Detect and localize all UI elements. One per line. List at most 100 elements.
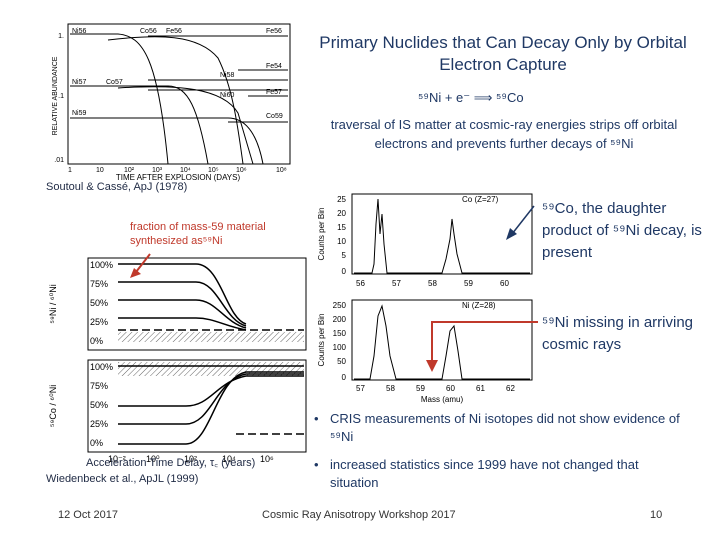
- curve-ni56: [70, 33, 169, 165]
- delay-pct: 75%: [90, 279, 108, 289]
- co-ytick: 20: [337, 209, 346, 218]
- co-ytick: 10: [337, 237, 346, 246]
- abundance-ytick: 1.: [58, 33, 64, 40]
- delay-pct: 100%: [90, 362, 113, 372]
- abundance-label: Ni58: [220, 72, 235, 79]
- co-note: ⁵⁹Co, the daughter product of ⁵⁹Ni decay…: [542, 200, 702, 261]
- footer-event: Cosmic Ray Anisotropy Workshop 2017: [262, 509, 456, 521]
- abundance-label: Fe54: [266, 63, 282, 70]
- abundance-label: Fe56: [166, 28, 182, 35]
- abundance-xtick: 10⁴: [180, 167, 191, 174]
- fraction-arrow-head: [130, 268, 141, 278]
- delay-pct: 25%: [90, 317, 108, 327]
- ni-ytick: 150: [333, 329, 347, 338]
- co-xtick: 58: [428, 279, 437, 288]
- delay-pct: 100%: [90, 260, 113, 270]
- ni-ytick: 50: [337, 357, 346, 366]
- co-hist-ylabel: Counts per Bin: [317, 208, 326, 261]
- abundance-ytick: .01: [54, 157, 64, 164]
- ni-xtick: 57: [356, 384, 365, 393]
- co-hist-tag: Co (Z=27): [462, 195, 499, 204]
- ni-xtick: 58: [386, 384, 395, 393]
- reference-top: Soutoul & Cassé, ApJ (1978): [46, 181, 188, 193]
- abundance-plot-frame: [67, 23, 291, 165]
- ni-xtick: 62: [506, 384, 515, 393]
- co-xtick: 60: [500, 279, 509, 288]
- bullet-text: CRIS measurements of Ni isotopes did not…: [330, 411, 680, 444]
- delay-curve: [118, 375, 304, 407]
- delay-curve: [118, 263, 247, 325]
- abundance-ylabel: RELATIVE ABUNDANCE: [52, 56, 59, 135]
- footer-date: 12 Oct 2017: [58, 509, 118, 521]
- reaction-equation: ⁵⁹Ni + e⁻ ⟹ ⁵⁹Co: [418, 90, 524, 105]
- abundance-label: Co59: [266, 113, 283, 120]
- abundance-xtick: 10³: [152, 167, 163, 174]
- delay-top-panel: [87, 257, 307, 351]
- delay-pct: 50%: [90, 298, 108, 308]
- abundance-xtick: 10: [96, 167, 104, 174]
- delay-curve: [118, 299, 247, 329]
- ni-hist-ylabel: Counts per Bin: [317, 314, 326, 367]
- bullet-marker: •: [314, 457, 319, 472]
- ni-histogram: Counts per Bin Ni (Z=28) 250 200 150 100…: [317, 299, 538, 404]
- ni-ytick: 250: [333, 301, 347, 310]
- ni-hist-frame: [351, 299, 533, 381]
- ni-xtick: 61: [476, 384, 485, 393]
- co-ytick: 25: [337, 195, 346, 204]
- abundance-ytick: .1: [58, 93, 64, 100]
- delay-pct: 25%: [90, 419, 108, 429]
- curve-co56: [107, 36, 244, 165]
- abundance-xlabel: TIME AFTER EXPLOSION (DAYS): [116, 173, 241, 182]
- delay-hatched-band: [118, 332, 304, 342]
- delay-curve: [118, 371, 304, 445]
- delay-curve: [118, 373, 304, 425]
- curve-co57: [117, 86, 254, 165]
- curve-ni59: [70, 117, 264, 165]
- ni-xtick: 60: [446, 384, 455, 393]
- slide-title: Primary Nuclides that Can Decay Only by …: [319, 33, 687, 74]
- ni-ytick: 100: [333, 343, 347, 352]
- footer-page-number: 10: [650, 509, 663, 521]
- co-xtick: 57: [392, 279, 401, 288]
- abundance-xtick: 10⁸: [276, 167, 287, 174]
- abundance-plot: RELATIVE ABUNDANCE TIME AFTER EXPLOSION …: [52, 23, 291, 182]
- ni-arrow-head: [426, 360, 438, 372]
- delay-xtick: 10⁴: [222, 454, 236, 464]
- delay-xtick: 10⁶: [260, 454, 274, 464]
- curve-ni57: [70, 85, 209, 165]
- delay-xtick: 10²: [184, 454, 197, 464]
- delay-ylabel-top: ⁵⁹Ni / ⁶⁰Ni: [48, 284, 58, 323]
- abundance-label: Ni60: [220, 92, 235, 99]
- abundance-label: Co57: [106, 79, 123, 86]
- ni-hist-line: [354, 304, 530, 380]
- abundance-xtick: 10⁵: [208, 167, 219, 174]
- co-hist-frame: [351, 193, 533, 275]
- delay-xtick: 10⁻²: [108, 454, 126, 464]
- abundance-xtick: 10⁶: [236, 167, 247, 174]
- abundance-xtick: 10²: [124, 167, 135, 174]
- ni-hist-tag: Ni (Z=28): [462, 301, 496, 310]
- abundance-label: Fe57: [266, 89, 282, 96]
- delay-xlabel: Acceleration Time Delay, τ꜀ (years): [86, 457, 256, 469]
- ni-arrow: [431, 321, 538, 362]
- reference-bottom: Wiedenbeck et al., ApJL (1999): [46, 473, 199, 485]
- co-ytick: 5: [342, 251, 347, 260]
- ni-ytick: 200: [333, 315, 347, 324]
- delay-pct: 75%: [90, 381, 108, 391]
- co-hist-line: [354, 198, 530, 274]
- delay-xtick: 10⁰: [146, 454, 160, 464]
- ni-xtick: 59: [416, 384, 425, 393]
- bullet-text: increased statistics since 1999 have not…: [330, 457, 639, 490]
- delay-curve: [118, 281, 247, 327]
- abundance-label: Fe56: [266, 28, 282, 35]
- co-xtick: 56: [356, 279, 365, 288]
- delay-curve: [118, 317, 247, 331]
- co-arrow: [511, 205, 535, 235]
- ni-hist-xlabel: Mass (amu): [421, 395, 464, 404]
- delay-pct: 0%: [90, 438, 103, 448]
- abundance-label: Co56: [140, 28, 157, 35]
- delay-pct: 50%: [90, 400, 108, 410]
- co-ytick: 15: [337, 223, 346, 232]
- abundance-label: Ni59: [72, 110, 87, 117]
- co-arrow-head: [506, 228, 517, 240]
